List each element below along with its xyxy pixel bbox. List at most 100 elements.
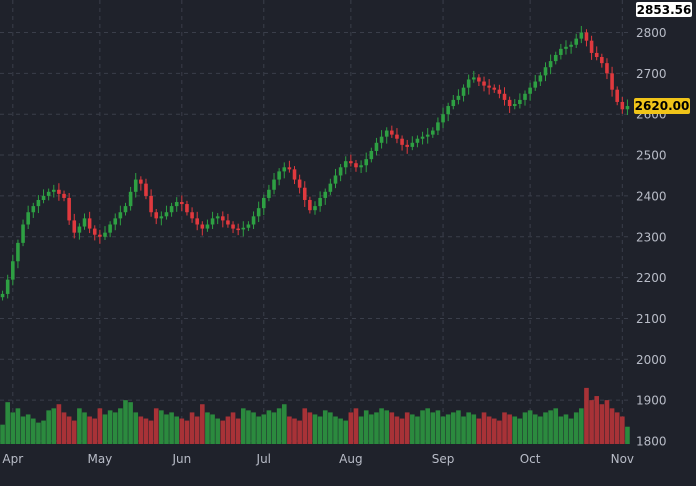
candle-body [405, 144, 409, 147]
volume-bar [594, 396, 600, 444]
volume-bar [169, 412, 174, 444]
candle-body [236, 228, 240, 231]
candle-body [87, 218, 92, 229]
candle-body [553, 54, 558, 62]
x-tick-label: Sep [432, 452, 455, 466]
volume-bar [389, 412, 395, 444]
volume-bar [573, 412, 579, 444]
candle-body [420, 136, 425, 139]
volume-bar [384, 410, 390, 444]
candle-body [359, 165, 363, 168]
volume-bar [517, 418, 523, 444]
candle-body [261, 197, 266, 209]
volume-bar [82, 412, 87, 444]
candle-body [364, 159, 369, 166]
volume-bar [568, 418, 574, 444]
volume-bar [123, 400, 128, 444]
candle-body [512, 103, 517, 107]
candle-body [564, 46, 568, 49]
candle-body [425, 134, 430, 137]
candle-body [41, 195, 46, 200]
candle-body [492, 87, 497, 90]
volume-bar [543, 412, 548, 444]
volume-bar [450, 412, 456, 444]
volume-bar [287, 416, 292, 444]
candle-body [118, 212, 123, 219]
candle-body [51, 189, 56, 192]
volume-bar [625, 426, 630, 444]
candle-body [589, 40, 594, 53]
volume-bar [394, 416, 400, 444]
volume-bar [92, 418, 98, 444]
volume-bar [379, 408, 384, 444]
y-tick-label: 2000 [636, 353, 667, 367]
candle-body [533, 81, 538, 88]
candle-body [308, 199, 312, 211]
volume-bar [235, 418, 241, 444]
candle-body [384, 130, 389, 137]
y-tick-label: 2200 [636, 271, 667, 285]
candle-body [374, 142, 379, 151]
candle-body [461, 87, 466, 96]
volume-bar [333, 416, 338, 444]
volume-bar [297, 420, 302, 444]
volume-bar [374, 412, 379, 444]
candle-body [569, 44, 573, 47]
volume-bar [143, 418, 149, 444]
volume-bar [538, 416, 543, 444]
x-tick-label: Jul [256, 452, 271, 466]
volume-bar [215, 418, 220, 444]
candle-body [67, 197, 71, 221]
candle-body [410, 142, 415, 147]
volume-bar [112, 412, 118, 444]
volume-bar [358, 416, 364, 444]
volume-bar [584, 387, 589, 444]
candle-body [31, 206, 36, 213]
volume-bar [589, 400, 594, 444]
candle-body [328, 183, 333, 192]
volume-bar [77, 408, 82, 444]
volume-bar [102, 414, 108, 444]
volume-bar [246, 410, 251, 444]
candle-body [210, 218, 215, 225]
candle-body [390, 130, 394, 135]
y-tick-label: 2800 [636, 26, 667, 40]
candle-body [26, 212, 30, 225]
x-tick-label: Jun [171, 452, 191, 466]
volume-bar [440, 416, 446, 444]
volume-bar [445, 414, 451, 444]
volume-bar [261, 414, 267, 444]
volume-bar [527, 410, 533, 444]
candle-body [482, 81, 486, 86]
candle-body [149, 195, 153, 213]
volume-bar [599, 404, 605, 444]
candle-body [313, 206, 317, 211]
volume-bar [302, 408, 308, 444]
candle-body [615, 89, 619, 102]
volume-bar [61, 412, 67, 444]
volume-bar [497, 420, 502, 444]
candle-body [579, 32, 584, 39]
candle-body [185, 204, 189, 213]
x-tick-label: Apr [2, 452, 23, 466]
volume-bar [153, 408, 159, 444]
volume-bar [461, 416, 466, 444]
candle-body [620, 101, 625, 110]
candle-body [190, 212, 194, 219]
candle-body [195, 218, 199, 225]
volume-bars [0, 387, 630, 444]
candle-body [451, 99, 456, 107]
volume-bar [210, 414, 215, 444]
candle-body [502, 93, 507, 100]
candle-body [221, 216, 225, 221]
candle-body [610, 73, 614, 90]
candle-body [369, 150, 374, 160]
candle-body [231, 224, 235, 229]
volume-bar [507, 414, 512, 444]
volume-bar [328, 412, 333, 444]
volume-bar [614, 412, 620, 444]
candle-body [523, 93, 527, 100]
last-price-label-box [634, 98, 690, 114]
candle-body [625, 106, 630, 110]
candle-body [82, 218, 87, 227]
